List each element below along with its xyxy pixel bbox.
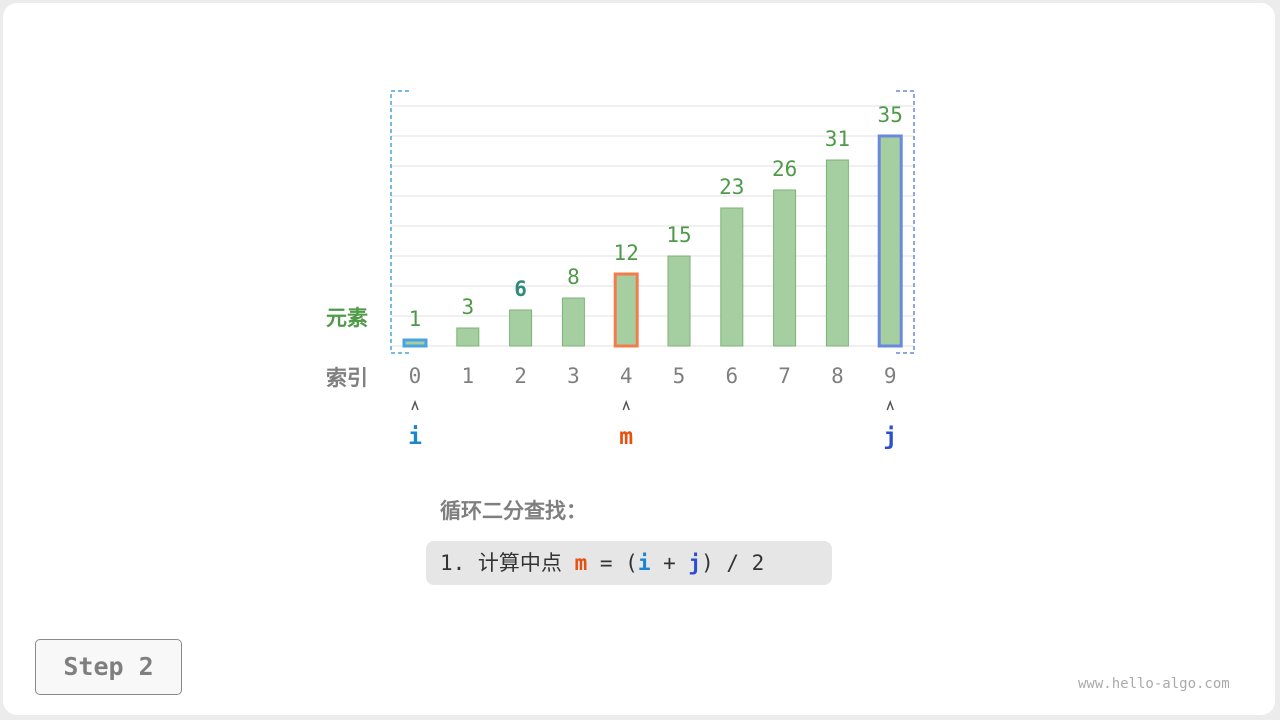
pointer-arrow-icon: [622, 399, 630, 411]
formula-plus: +: [650, 551, 689, 575]
pointer-i: i: [408, 424, 422, 450]
bar-6: [720, 207, 744, 347]
formula-prefix: 1. 计算中点: [440, 551, 575, 575]
bar-4: [613, 272, 639, 348]
index-label: 4: [620, 364, 633, 388]
canvas: [3, 3, 1275, 715]
pointer-arrow-icon: [411, 399, 419, 411]
value-label: 31: [825, 127, 850, 151]
value-label: 15: [666, 223, 691, 247]
index-label: 6: [725, 364, 738, 388]
index-label: 9: [884, 364, 897, 388]
index-row-label: 索引: [326, 366, 368, 390]
bar-1: [456, 327, 480, 347]
formula-m: m: [574, 551, 588, 575]
pointer-j: j: [883, 424, 897, 450]
formula-box: 1. 计算中点 m = (i + j) / 2: [426, 541, 832, 585]
watermark: www.hello-algo.com: [1078, 676, 1230, 692]
elements-row-label: 元素: [326, 306, 368, 330]
index-label: 8: [831, 364, 844, 388]
index-label: 0: [409, 364, 422, 388]
formula-suffix: ) / 2: [701, 551, 765, 575]
formula-i: i: [637, 551, 651, 575]
bar-3: [561, 297, 585, 347]
bar-2: [509, 309, 533, 347]
index-label: 2: [514, 364, 527, 388]
value-label: 3: [461, 295, 474, 319]
bar-0: [402, 338, 428, 348]
value-label: 23: [719, 175, 744, 199]
index-label: 3: [567, 364, 580, 388]
value-label: 1: [409, 307, 422, 331]
value-label: 12: [614, 241, 639, 265]
bar-8: [825, 159, 849, 347]
value-label: 8: [567, 265, 580, 289]
section-heading: 循环二分查找：: [440, 499, 587, 523]
index-label: 5: [673, 364, 686, 388]
left-bracket: [390, 90, 409, 354]
bar-9: [877, 134, 903, 348]
index-label: 1: [461, 364, 474, 388]
value-label: 6: [514, 277, 527, 301]
step-button[interactable]: Step 2: [35, 639, 182, 695]
pointer-arrow-icon: [886, 399, 894, 411]
formula-j: j: [688, 551, 702, 575]
value-label: 26: [772, 157, 797, 181]
formula-eq: = (: [587, 551, 638, 575]
bar-7: [773, 189, 797, 347]
bar-5: [667, 255, 691, 347]
value-label: 35: [878, 103, 903, 127]
right-bracket: [896, 90, 915, 354]
index-label: 7: [778, 364, 791, 388]
pointer-m: m: [619, 424, 633, 450]
